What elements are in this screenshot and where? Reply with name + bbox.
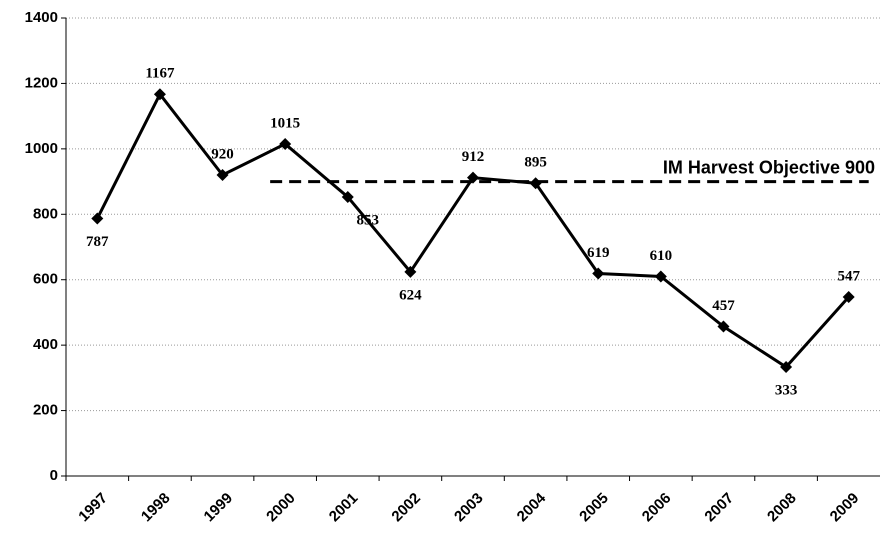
x-tick-label: 2006 (639, 490, 675, 526)
data-label: 1015 (270, 115, 300, 131)
x-tick-label: 2001 (326, 490, 362, 526)
marker (529, 177, 542, 190)
marker (780, 361, 793, 374)
x-tick-label: 2003 (451, 490, 487, 526)
y-tick-label: 0 (50, 467, 58, 484)
data-label: 1167 (145, 66, 175, 82)
x-tick-label: 1999 (201, 490, 237, 526)
data-label: 547 (837, 268, 860, 284)
reference-label: IM Harvest Objective 900 (663, 157, 875, 177)
series-line (95, 91, 850, 370)
marker (279, 137, 292, 150)
data-label: 912 (462, 149, 485, 165)
marker (717, 320, 730, 333)
y-tick-label: 200 (33, 402, 58, 419)
data-label: 895 (524, 155, 547, 171)
marker (91, 212, 104, 225)
marker (842, 291, 855, 304)
x-tick-label: 1997 (75, 490, 111, 526)
marker (654, 270, 667, 283)
y-tick-label: 1200 (25, 74, 58, 91)
marker (592, 267, 605, 280)
data-label: 610 (650, 248, 673, 264)
x-tick-label: 2000 (263, 490, 299, 526)
marker (341, 190, 354, 203)
data-label: 619 (587, 245, 610, 261)
marker (404, 265, 417, 278)
x-tick-label: 1998 (138, 490, 174, 526)
x-tick-label: 2008 (764, 490, 800, 526)
x-tick-label: 2007 (701, 490, 737, 526)
marker (467, 171, 479, 184)
y-tick-label: 1400 (25, 9, 58, 26)
y-tick-label: 400 (33, 336, 58, 353)
y-tick-label: 800 (33, 205, 58, 222)
x-tick-label: 2009 (827, 490, 863, 526)
data-label: 920 (211, 146, 234, 162)
data-label: 333 (775, 382, 798, 398)
marker (153, 88, 166, 101)
y-tick-label: 1000 (25, 140, 58, 157)
x-tick-label: 2005 (576, 490, 612, 526)
data-label: 457 (712, 298, 735, 314)
data-label: 787 (86, 234, 109, 250)
data-label: 624 (399, 287, 422, 303)
y-tick-label: 600 (33, 271, 58, 288)
x-tick-label: 2004 (514, 489, 550, 525)
x-tick-label: 2002 (388, 490, 424, 526)
data-label: 853 (357, 212, 380, 228)
marker (216, 169, 229, 182)
